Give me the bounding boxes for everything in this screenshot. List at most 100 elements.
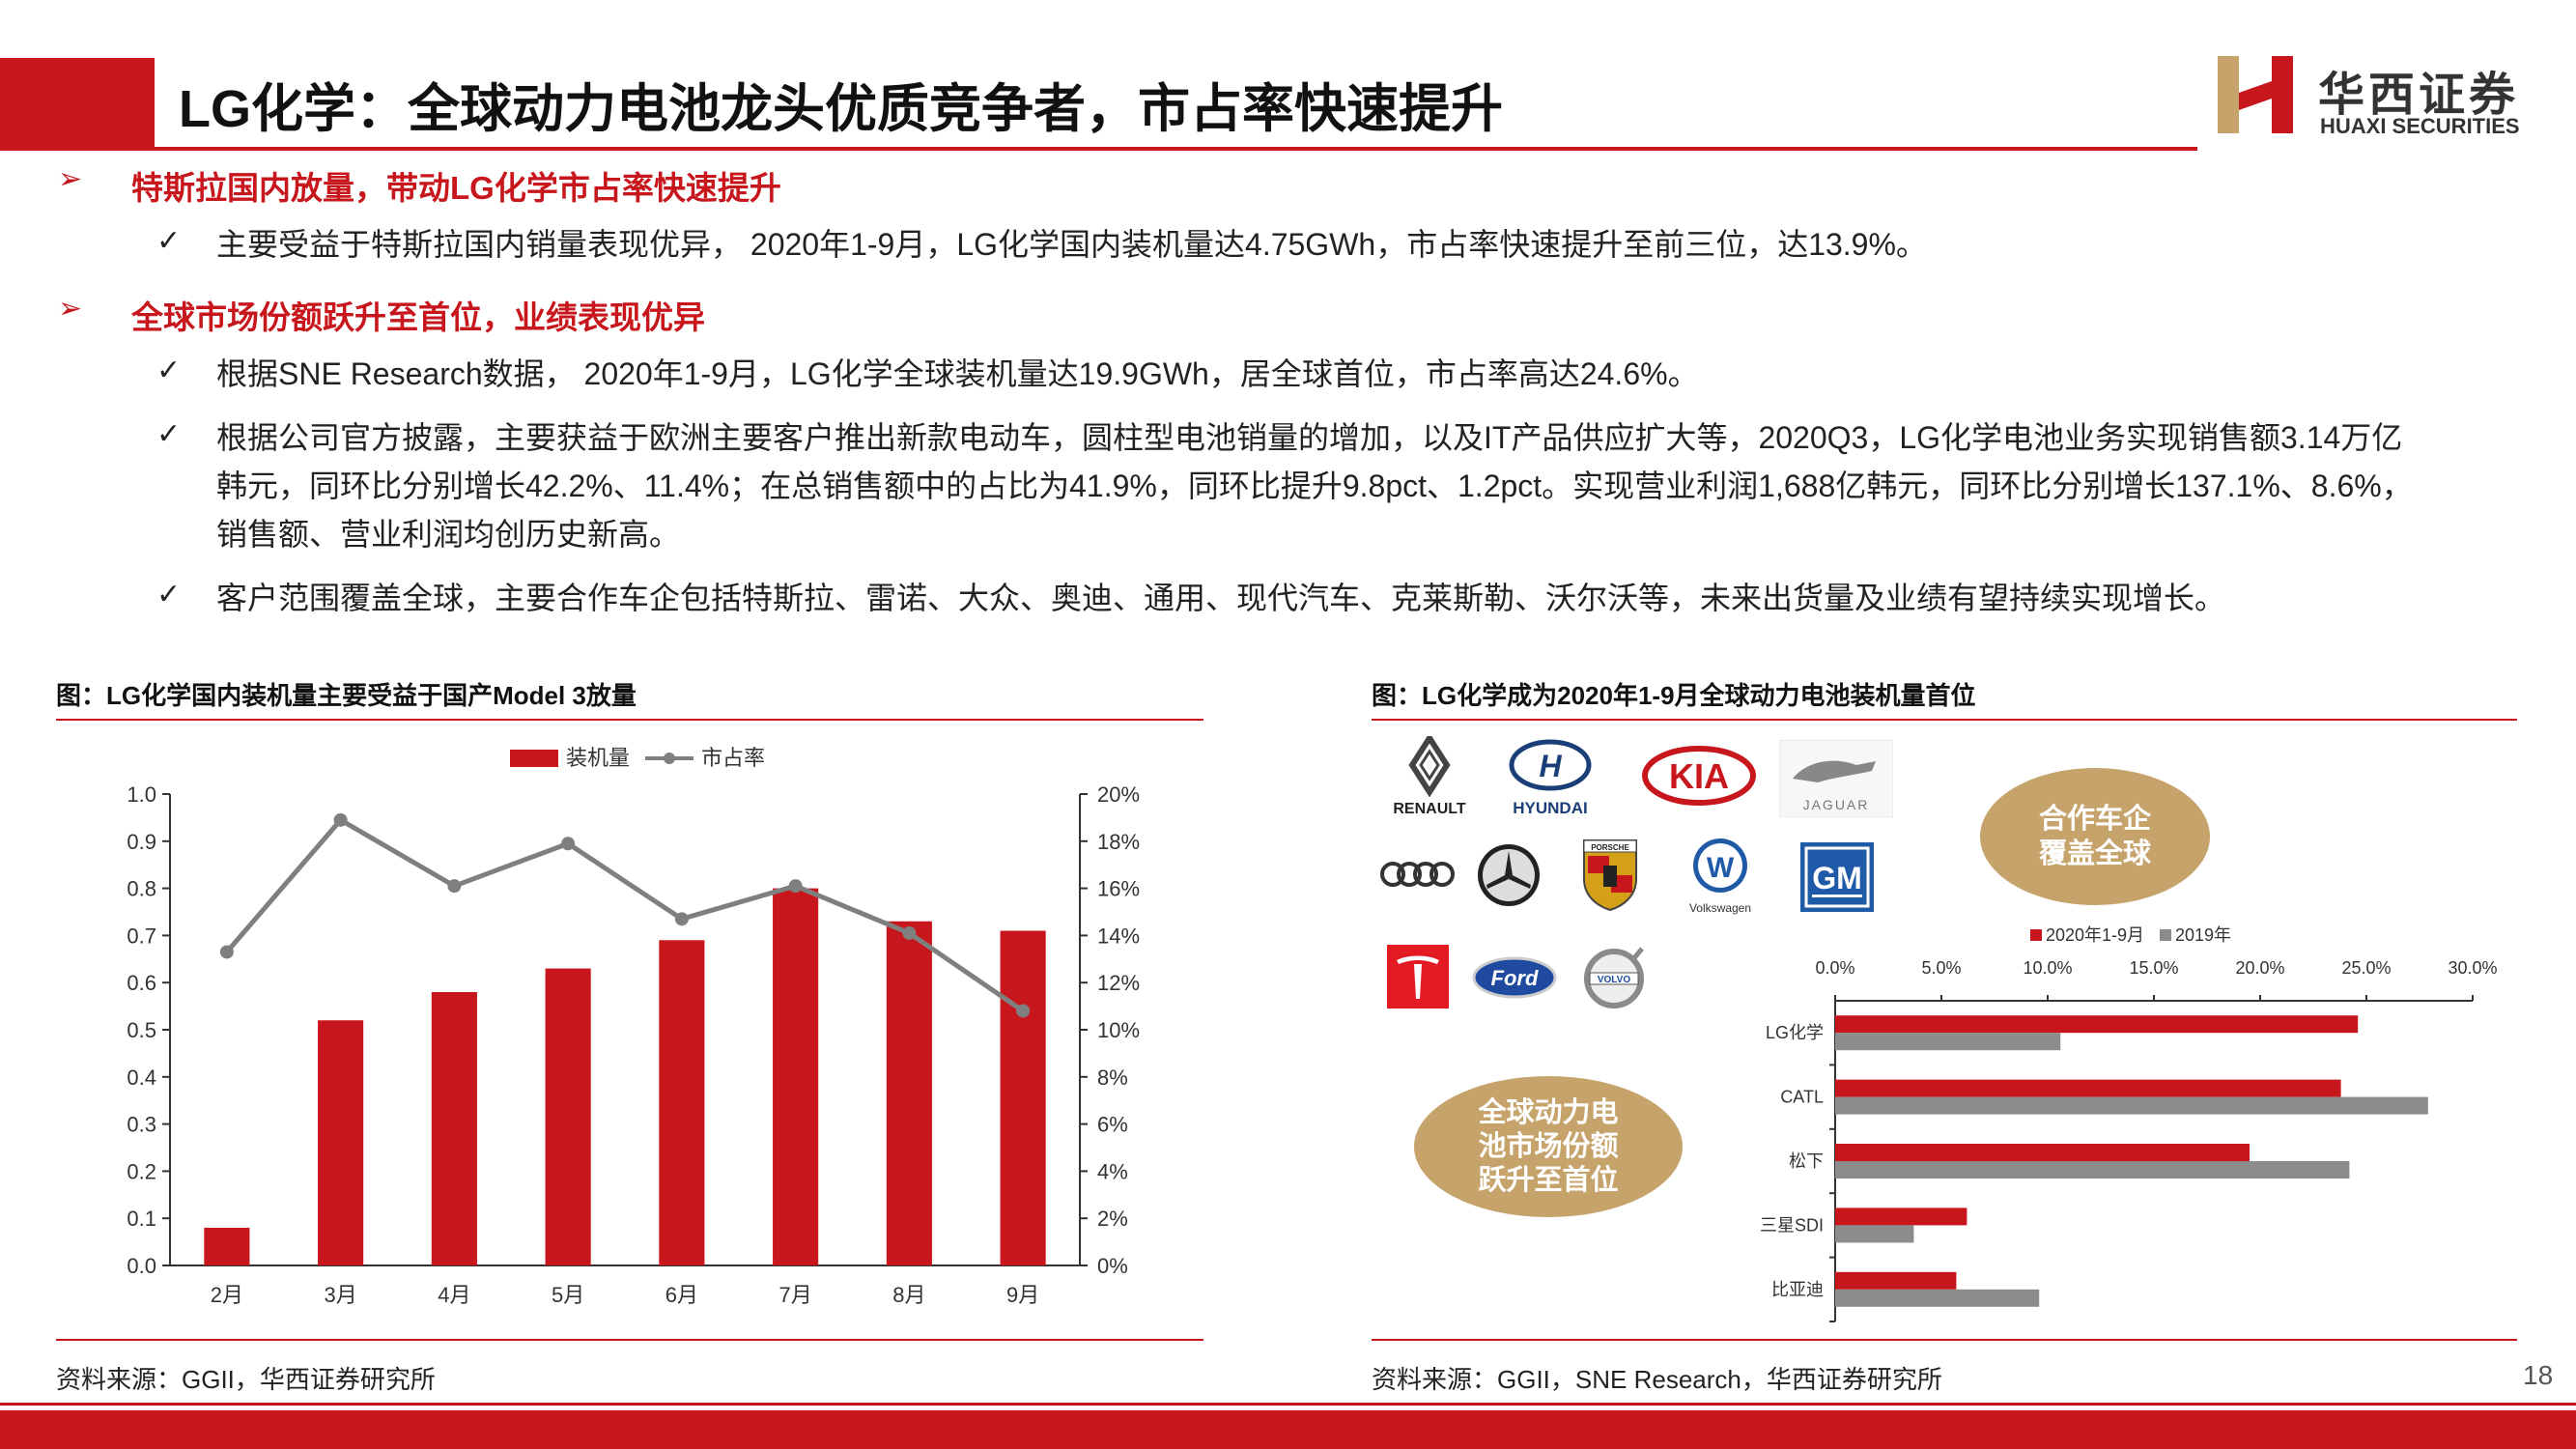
x-tick-label: 8月 [892,1283,925,1307]
left-figure-title: 图：LG化学国内装机量主要受益于国产Model 3放量 [56,681,637,710]
bar-2019 [1835,1289,2040,1307]
point-market-share [902,925,917,940]
svg-text:W: W [1707,852,1735,884]
x-tick-label: 30.0% [2448,958,2497,978]
right-y-tick-label: 14% [1097,923,1140,948]
point-market-share [788,879,803,894]
point-market-share [1016,1004,1031,1018]
svg-text:VOLVO: VOLVO [1598,975,1630,985]
right-chart: 2020年1-9月 2019年 0.0% 5.0% 10.0% 15.0% 20.0% 25.… [1729,925,2517,1331]
x-tick-label: 7月 [779,1283,812,1307]
left-figure-top-rule [56,719,1203,721]
bar-2020 [1835,1271,1957,1290]
right-y-tick-label: 6% [1097,1113,1128,1137]
point-market-share [447,879,462,894]
arrow-right-icon: ➢ [58,163,83,195]
ford-logo-icon: Ford [1472,954,1557,1001]
volvo-logo-icon: VOLVO [1580,943,1648,1010]
legend-label-2020: 2020年1-9月 [2046,925,2144,945]
bar-installed [886,921,932,1265]
bar-installed [1000,930,1046,1265]
right-y-tick-label: 2% [1097,1207,1128,1231]
section-heading-1: 特斯拉国内放量，带动LG化学市占率快速提升 [131,170,781,206]
right-figure-bottom-rule [1372,1339,2517,1341]
bubble-partners: 合作车企 覆盖全球 [1980,768,2210,905]
left-figure-source: 资料来源：GGII，华西证券研究所 [56,1365,436,1394]
right-y-tick-label: 16% [1097,877,1140,901]
right-figure-title: 图：LG化学成为2020年1-9月全球动力电池装机量首位 [1372,681,1976,710]
tesla-logo-icon [1387,945,1449,1009]
x-tick-label: 5.0% [1921,958,1961,978]
bullet-2-2-line2: 韩元，同环比分别增长42.2%、11.4%；在总销售额中的占比为41.9%，同环… [216,469,2413,503]
x-tick-label: 3月 [325,1283,357,1307]
bar-installed [545,968,591,1265]
point-market-share [333,812,348,827]
svg-text:GM: GM [1812,861,1862,895]
y-tick-label: 三星SDI [1760,1215,1824,1235]
bullet-1-1: 主要受益于特斯拉国内销量表现优异， 2020年1-9月，LG化学国内装机量达4.… [216,227,1927,262]
jaguar-logo-icon: JAGUAR [1778,739,1894,818]
bar-2020 [1835,1015,2359,1034]
right-y-tick-label: 20% [1097,782,1140,807]
right-y-tick-label: 0% [1097,1254,1128,1278]
left-figure-bottom-rule [56,1339,1203,1341]
left-y-tick-label: 0.8 [127,877,156,901]
x-tick-label: 5月 [552,1283,584,1307]
renault-logo-icon: RENAULT [1372,732,1487,817]
left-y-tick-label: 0.9 [127,830,156,854]
legend-marker-line [664,753,675,764]
svg-text:JAGUAR: JAGUAR [1803,797,1870,812]
legend-label-2019: 2019年 [2175,925,2231,945]
gm-logo-icon: GM [1798,840,1876,914]
x-tick-label: 25.0% [2341,958,2391,978]
bar-2020 [1835,1208,1967,1226]
bar-installed [773,888,819,1265]
bar-installed [431,991,477,1265]
bullet-2-1: 根据SNE Research数据， 2020年1-9月，LG化学全球装机量达19… [216,356,1699,391]
audi-logo-icon [1379,850,1457,898]
x-tick-label: 15.0% [2129,958,2178,978]
huaxi-logo-icon [2214,54,2310,135]
section-heading-2: 全球市场份额跃升至首位，业绩表现优异 [131,299,705,335]
right-y-tick-label: 12% [1097,971,1140,995]
title-underline [155,147,2197,151]
bar-2019 [1835,1096,2428,1115]
x-tick-label: 6月 [665,1283,698,1307]
svg-text:KIA: KIA [1669,756,1729,796]
left-y-tick-label: 0.3 [127,1113,156,1137]
x-tick-label: 9月 [1006,1283,1039,1307]
y-tick-label: 比亚迪 [1771,1280,1824,1299]
y-tick-label: CATL [1780,1088,1824,1107]
check-icon: ✓ [156,579,182,611]
footer-rule [0,1403,2576,1406]
point-market-share [219,945,234,959]
svg-text:PORSCHE: PORSCHE [1591,843,1629,852]
check-icon: ✓ [156,225,182,257]
svg-text:H: H [1539,749,1562,783]
kia-logo-icon: KIA [1642,746,1756,806]
legend-swatch-bar [510,750,558,767]
x-tick-label: 2月 [211,1283,243,1307]
legend-swatch-2019 [2160,929,2171,941]
left-y-tick-label: 0.7 [127,923,156,948]
bar-2020 [1835,1079,2341,1097]
point-market-share [674,912,689,926]
right-figure-source: 资料来源：GGII，SNE Research，华西证券研究所 [1372,1365,1942,1394]
svg-text:Volkswagen: Volkswagen [1689,901,1751,915]
page-number: 18 [2523,1360,2554,1390]
line-market-share [224,816,1025,1013]
check-icon: ✓ [156,355,182,386]
right-figure-top-rule [1372,719,2517,721]
volkswagen-logo-icon: W Volkswagen [1677,835,1764,916]
left-y-tick-label: 0.0 [127,1254,156,1278]
left-y-tick-label: 0.5 [127,1018,156,1042]
x-tick-label: 0.0% [1815,958,1854,978]
left-y-tick-label: 1.0 [127,782,156,807]
title-accent-band [0,58,155,151]
legend-label-line: 市占率 [701,746,765,770]
svg-text:RENAULT: RENAULT [1393,801,1465,817]
bar-installed [659,940,705,1265]
left-chart: 0.0 0.1 0.2 0.3 0.4 0.5 0.6 0.7 0.8 0.9 1.0 0% 2% 4% 6… [56,734,1203,1333]
arrow-right-icon: ➢ [58,293,83,325]
svg-text:Ford: Ford [1491,966,1539,990]
